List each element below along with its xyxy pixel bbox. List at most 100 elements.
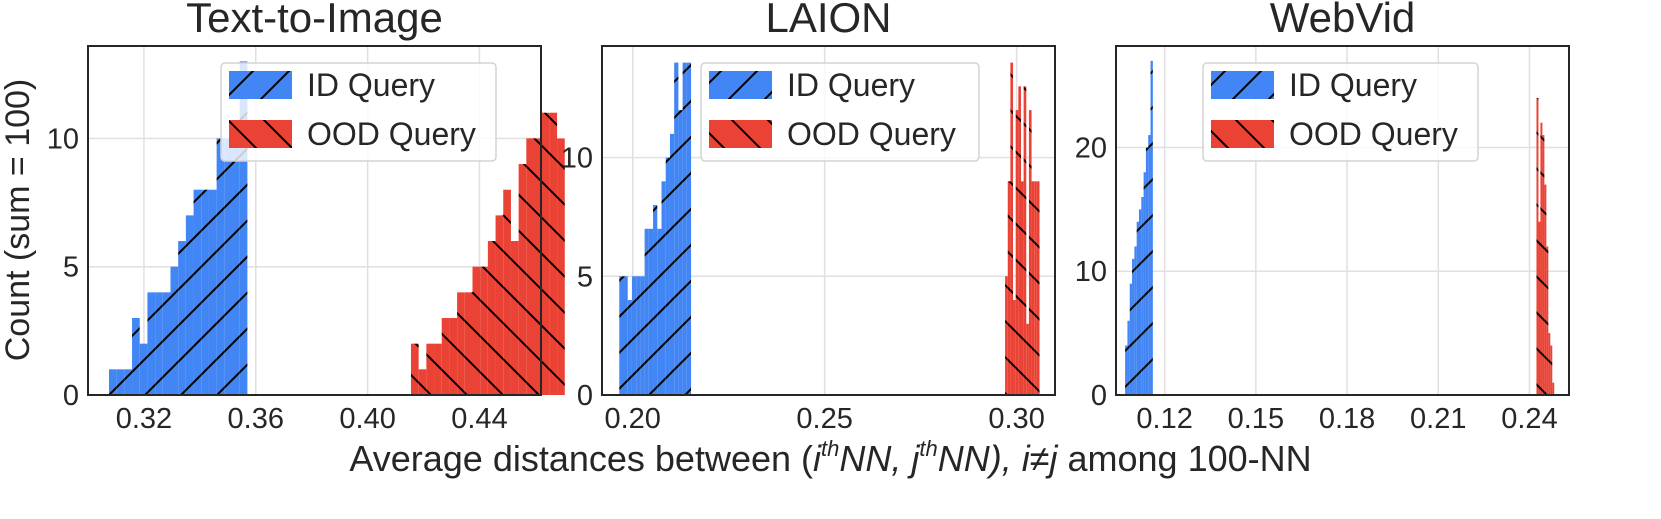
histogram-bar — [627, 300, 632, 395]
histogram-bar — [1550, 345, 1553, 395]
y-tick-label: 0 — [63, 380, 79, 412]
histogram-bar — [1007, 181, 1011, 395]
histogram-bar — [1020, 181, 1024, 395]
histogram-bar — [449, 318, 458, 395]
histogram-bar — [139, 343, 148, 395]
panel-title: LAION — [765, 0, 891, 41]
histogram-bar — [418, 369, 427, 395]
histogram-bar — [457, 292, 465, 395]
legend-label-ood: OOD Query — [307, 116, 476, 152]
y-tick-label: 5 — [577, 261, 593, 293]
plot-frame — [87, 45, 542, 396]
legend-swatch-id — [1211, 71, 1274, 99]
histogram-bar — [480, 266, 488, 395]
histogram-bar — [1023, 86, 1027, 396]
plot-frame — [1115, 45, 1570, 396]
x-tick-label: 0.18 — [1319, 403, 1375, 435]
histogram-bar — [1132, 258, 1135, 395]
histogram-bar — [1134, 246, 1137, 395]
histogram-bar — [1136, 221, 1139, 395]
histogram-bar — [1125, 345, 1128, 395]
histogram-bar — [1548, 333, 1551, 395]
legend: ID Query OOD Query — [700, 62, 980, 162]
x-axis-label-nn-2: NN), — [937, 438, 1022, 479]
x-tick-label: 0.15 — [1228, 403, 1284, 435]
histogram-bar — [487, 241, 496, 395]
y-tick-label: 10 — [47, 123, 79, 155]
x-tick-label: 0.24 — [1501, 403, 1557, 435]
histogram-bar — [1129, 283, 1133, 395]
histogram-bar — [132, 318, 140, 395]
histogram-bar — [657, 228, 662, 395]
x-axis-label-prefix: Average distances between ( — [349, 438, 813, 479]
histogram-bar — [557, 138, 565, 395]
histogram-bar — [1143, 172, 1146, 395]
plot-frame — [601, 45, 1056, 396]
histogram-bar — [434, 343, 442, 395]
panel-2: LAION 0.20 0.25 0.30 0 5 10 ID Query OOD Query — [561, 0, 1056, 435]
series-id-query — [1125, 60, 1153, 395]
x-tick-label: 0.32 — [116, 403, 172, 435]
histogram-bar — [541, 112, 550, 396]
histogram-bar — [162, 292, 171, 395]
histogram-bar — [653, 205, 658, 395]
histogram-bar — [147, 292, 156, 395]
histogram-bar — [644, 228, 649, 395]
histogram-bar — [1015, 110, 1019, 395]
histogram-bar — [619, 276, 624, 395]
histogram-bar — [518, 164, 527, 395]
x-tick-label: 0.36 — [228, 403, 284, 435]
histogram-bar — [1540, 122, 1543, 395]
histogram-bar — [224, 138, 233, 395]
histogram-bar — [682, 62, 687, 395]
histogram-bar — [193, 189, 202, 395]
legend-swatch-id — [229, 71, 292, 99]
histogram-bar — [1028, 110, 1032, 395]
y-axis-label: Count (sum = 100) — [0, 79, 37, 362]
histogram-bar — [678, 110, 683, 395]
x-tick-label: 0.12 — [1136, 403, 1192, 435]
histogram-bar — [232, 138, 240, 395]
histogram-bar — [1005, 276, 1008, 395]
histogram-bar — [116, 369, 125, 395]
histogram-bar — [1034, 181, 1037, 395]
y-tick-label: 20 — [1075, 132, 1107, 164]
legend-swatch-ood — [229, 120, 292, 148]
histogram-bar — [239, 61, 248, 395]
histogram-bar — [1141, 196, 1144, 395]
y-tick-label: 5 — [63, 252, 79, 284]
histogram-bar — [1031, 181, 1035, 395]
y-tick-label: 0 — [577, 380, 593, 412]
x-tick-label: 0.20 — [604, 403, 660, 435]
x-axis-label-nn-1: NN, — [839, 438, 912, 479]
legend-label-ood: OOD Query — [1289, 116, 1458, 152]
x-axis-label-i: i — [813, 438, 821, 479]
panel-1: Text-to-Image 0.32 0.36 0.40 0.44 0 5 10 ID Quer… — [47, 0, 565, 435]
histogram-bar — [441, 318, 450, 395]
histogram-bar — [1552, 382, 1555, 395]
series-id-query — [619, 62, 692, 395]
histogram-bar — [464, 292, 473, 395]
x-tick-label: 0.40 — [339, 403, 395, 435]
histogram-bar — [1018, 86, 1021, 396]
histogram-bar — [631, 276, 637, 395]
histogram-bar — [1138, 209, 1142, 395]
histogram-bar — [208, 189, 217, 395]
histogram-bar — [1010, 62, 1014, 395]
histogram-bar — [623, 276, 628, 395]
histogram-bar — [472, 266, 481, 395]
histogram-bar — [640, 276, 645, 395]
legend: ID Query OOD Query — [1202, 62, 1479, 162]
histogram-bar — [534, 138, 542, 395]
histogram-bar — [1127, 320, 1130, 395]
panel-title: WebVid — [1270, 0, 1416, 41]
histogram-bar — [155, 292, 163, 395]
legend-label-id: ID Query — [307, 67, 435, 103]
histogram-bar — [1013, 300, 1016, 395]
legend-swatch-id — [709, 71, 772, 99]
panel-3: WebVid 0.12 0.15 0.18 0.21 0.24 0 10 20 ID Query O… — [1075, 0, 1570, 435]
histogram-bar — [665, 157, 670, 395]
histogram-bar — [526, 138, 535, 395]
histogram-bar — [201, 189, 209, 395]
